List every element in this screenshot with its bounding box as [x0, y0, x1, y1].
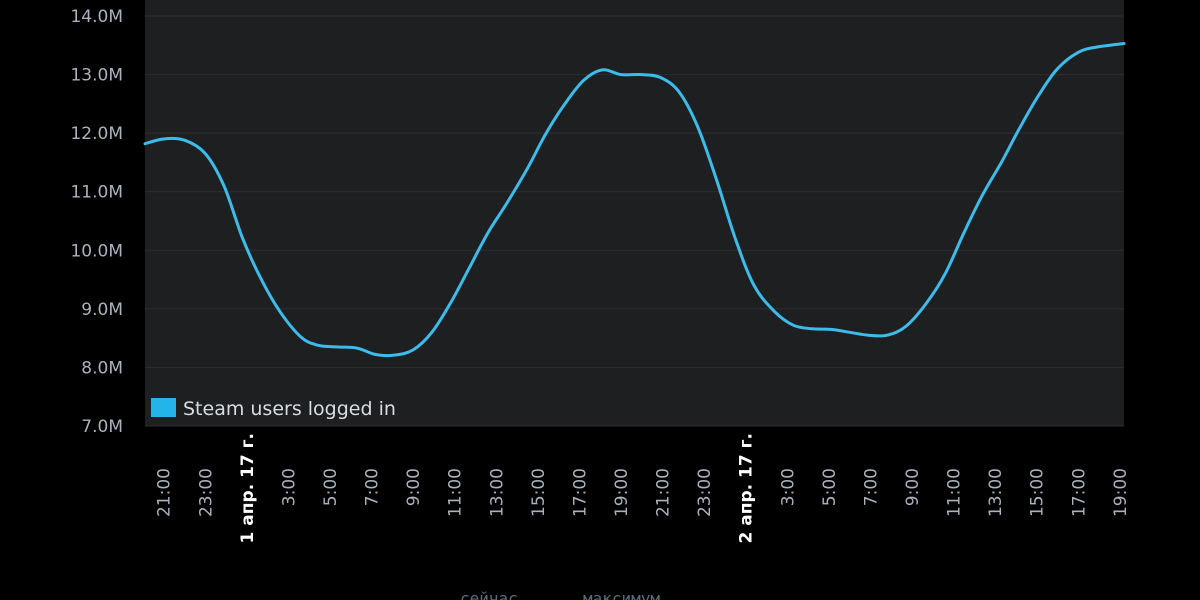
footer-now-label: сейчас: [460, 589, 518, 600]
x-tick-label: 19:00: [612, 468, 632, 517]
x-tick-date-label: 2 апр. 17 г.: [737, 433, 757, 543]
x-tick-date-label: 1 апр. 17 г.: [238, 433, 258, 543]
legend[interactable]: Steam users logged in: [151, 398, 396, 420]
plot-area: [145, 0, 1124, 426]
y-tick-label: 9.0M: [81, 300, 123, 320]
x-tick-label: 19:00: [1111, 468, 1131, 517]
footer-max-label: максимум: [583, 589, 660, 600]
y-tick-label: 8.0M: [81, 358, 123, 378]
x-tick-label: 15:00: [1028, 468, 1048, 517]
y-tick-label: 14.0M: [70, 7, 123, 27]
x-tick-label: 5:00: [321, 468, 341, 506]
x-tick-label: 9:00: [404, 468, 424, 506]
x-tick-label: 17:00: [570, 468, 590, 517]
x-tick-label: 23:00: [695, 468, 715, 517]
legend-label[interactable]: Steam users logged in: [183, 398, 396, 420]
x-tick-label: 13:00: [986, 468, 1006, 517]
x-tick-label: 9:00: [903, 468, 923, 506]
y-tick-label: 10.0M: [70, 241, 123, 261]
footer-labels: сейчас максимум: [460, 589, 660, 600]
y-tick-label: 7.0M: [81, 417, 123, 437]
x-tick-label: 7:00: [861, 468, 881, 506]
x-tick-label: 23:00: [196, 468, 216, 517]
x-tick-label: 7:00: [363, 468, 383, 506]
x-tick-label: 11:00: [446, 468, 466, 517]
grid-lines: [145, 15, 1124, 427]
y-tick-label: 11.0M: [70, 183, 123, 203]
series-layer: [143, 42, 1126, 358]
x-tick-label: 17:00: [1069, 468, 1089, 517]
x-tick-label: 13:00: [487, 468, 507, 517]
y-axis-ticks: 7.0M 8.0M 9.0M 10.0M 11.0M 12.0M 13.0M 14.0M: [70, 7, 123, 437]
x-tick-label: 3:00: [778, 468, 798, 506]
y-tick-label: 13.0M: [70, 66, 123, 86]
y-tick-label: 12.0M: [70, 124, 123, 144]
x-tick-label: 21:00: [155, 468, 175, 517]
x-tick-label: 3:00: [279, 468, 299, 506]
x-tick-label: 21:00: [654, 468, 674, 517]
legend-swatch[interactable]: [151, 398, 176, 417]
x-tick-label: 15:00: [529, 468, 549, 517]
x-tick-label: 11:00: [945, 468, 965, 517]
x-axis-ticks: 21:00 23:00 1 апр. 17 г. 3:00 5:00 7:00 9:00 11…: [155, 433, 1131, 543]
x-tick-label: 5:00: [820, 468, 840, 506]
series-line-steam-users: [143, 42, 1126, 358]
